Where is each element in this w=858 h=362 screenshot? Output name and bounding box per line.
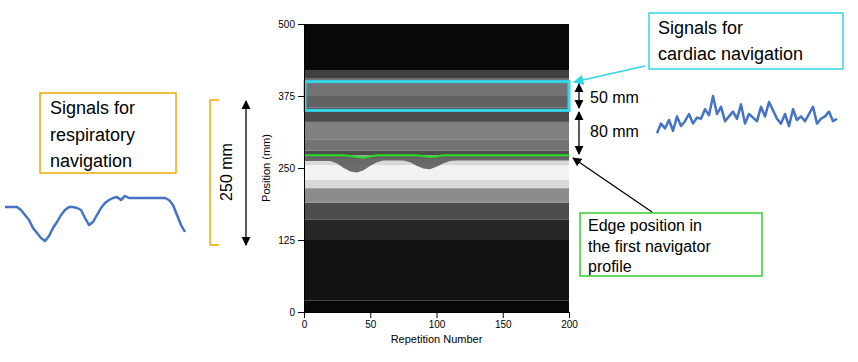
tick-mark: [370, 312, 371, 318]
tick-mark: [298, 168, 304, 169]
tick-label: 200: [561, 319, 578, 330]
tick-label: 500: [278, 19, 295, 30]
annotation-text: cardiac navigation: [658, 44, 803, 64]
y-axis: 0 125 250 375 500: [278, 19, 304, 318]
annotation-box: [40, 93, 176, 173]
tick-mark: [298, 24, 304, 25]
x-axis: 0 50 100 150 200: [302, 312, 579, 330]
tick-label: 125: [278, 235, 295, 246]
tick-mark: [298, 240, 304, 241]
arrow: [578, 84, 579, 108]
annotation-text: 250 mm: [218, 143, 235, 201]
intensity-band: [304, 24, 569, 70]
plot-area: [304, 24, 569, 312]
annotation-text: profile: [588, 258, 632, 275]
annotation-text: 80 mm: [590, 123, 639, 140]
intensity-band: [304, 122, 569, 139]
arrow: [573, 158, 652, 212]
intensity-band: [304, 188, 569, 202]
cardiac-signal: [657, 96, 837, 133]
tick: 125: [278, 235, 304, 246]
annotation-box: [580, 213, 762, 276]
tick: 150: [495, 312, 512, 330]
intensity-band: [304, 180, 569, 189]
tick-label: 0: [289, 307, 295, 318]
intensity-band: [304, 300, 569, 312]
intensity-band: [304, 96, 569, 108]
annotation-text: the first navigator: [588, 238, 711, 255]
tick-label: 375: [278, 91, 295, 102]
tick: 200: [561, 312, 578, 330]
bracket: [210, 100, 219, 245]
tick: 0: [302, 312, 308, 330]
x-axis-title: Repetition Number: [391, 333, 483, 345]
figure: 0 50 100 150 200 0 125 250 375 500 Repetition Numb…: [0, 0, 858, 362]
intensity-band: [304, 203, 569, 220]
arrow: [578, 112, 579, 154]
tick-label: 0: [302, 319, 308, 330]
annotation-text: respiratory: [50, 125, 135, 145]
arrow: [245, 101, 246, 245]
intensity-band: [304, 240, 569, 300]
intensity-band: [304, 70, 569, 79]
intensity-band: [304, 220, 569, 240]
intensity-band: [304, 139, 569, 151]
tick-mark: [298, 96, 304, 97]
arrow: [574, 66, 645, 82]
annotation-text: Signals for: [658, 18, 743, 38]
tick-mark: [569, 312, 570, 318]
axis-line: [304, 25, 305, 313]
annotation-text: Signals for: [50, 98, 135, 118]
y-axis-title: Position (mm): [260, 134, 272, 202]
tick: 50: [365, 312, 377, 330]
annotation-text: navigation: [50, 151, 132, 171]
tick-mark: [298, 312, 304, 313]
respiratory-signal: [5, 196, 185, 241]
tick: 100: [429, 312, 446, 330]
tick: 375: [278, 91, 304, 102]
tick-mark: [304, 312, 305, 318]
tick-mark: [437, 312, 438, 318]
tick-label: 50: [365, 319, 377, 330]
annotation-box: [649, 13, 843, 69]
annotation-text: 50 mm: [590, 89, 639, 106]
edge-line: [304, 155, 569, 157]
annotation-text: Edge position in: [588, 217, 702, 234]
tick-mark: [503, 312, 504, 318]
tick-label: 100: [429, 319, 446, 330]
edge-motion-area: [304, 155, 569, 172]
tick-label: 150: [495, 319, 512, 330]
tick: 0: [289, 307, 304, 318]
tick-label: 250: [278, 163, 295, 174]
tick: 250: [278, 163, 304, 174]
tick: 500: [278, 19, 304, 30]
region-box: [305, 82, 569, 111]
